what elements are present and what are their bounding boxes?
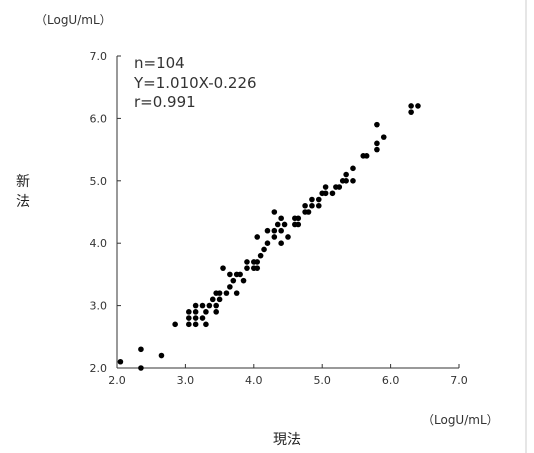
data-point xyxy=(203,321,209,328)
data-point xyxy=(278,240,284,246)
y-tick-label: 7.0 xyxy=(90,50,108,63)
data-point xyxy=(244,265,250,271)
data-point xyxy=(257,252,264,259)
data-point xyxy=(380,134,387,140)
x-tick-label: 4.0 xyxy=(245,374,263,387)
x-tick-label: 5.0 xyxy=(313,374,331,387)
annotation-n: n=104 xyxy=(134,54,185,72)
data-point xyxy=(244,259,250,265)
data-point xyxy=(138,346,144,353)
data-point xyxy=(343,178,349,184)
x-tick-label: 7.0 xyxy=(450,374,468,387)
data-point xyxy=(199,315,206,321)
y-tick-label: 5.0 xyxy=(90,175,108,188)
data-point xyxy=(278,215,284,222)
data-point xyxy=(295,221,302,228)
y-axis-title-part1: 新 xyxy=(16,174,30,190)
data-point xyxy=(216,296,223,303)
data-point xyxy=(237,271,243,278)
data-point xyxy=(322,184,329,190)
data-point xyxy=(158,352,165,359)
data-point xyxy=(254,259,261,265)
y-unit-label: （LogU/mL） xyxy=(35,13,112,27)
data-point xyxy=(216,290,223,296)
annotation-r: r=0.991 xyxy=(134,93,196,111)
data-point xyxy=(271,227,278,234)
axes-group xyxy=(116,56,459,369)
data-point xyxy=(230,277,237,284)
annotation-regression: Y=1.010X-0.226 xyxy=(133,74,257,92)
x-tick-label: 2.0 xyxy=(108,374,126,387)
data-point xyxy=(138,365,144,371)
data-point xyxy=(322,190,329,197)
data-point xyxy=(192,315,199,321)
y-axis-title-part2: 法 xyxy=(16,194,30,210)
data-point xyxy=(240,277,247,284)
data-point xyxy=(363,153,370,159)
data-point xyxy=(274,221,281,228)
y-tick-label: 3.0 xyxy=(90,300,108,313)
x-axis-title: 現法 xyxy=(273,432,301,448)
data-point xyxy=(261,246,267,253)
data-point xyxy=(264,240,271,246)
data-point xyxy=(374,121,380,128)
data-point xyxy=(203,309,209,315)
data-point xyxy=(227,284,233,290)
data-point xyxy=(209,296,216,303)
data-point xyxy=(254,265,261,271)
data-point xyxy=(309,202,315,209)
data-point xyxy=(192,321,199,328)
data-point xyxy=(227,271,233,278)
ticks-group: 2.0 3.0 4.0 5.0 6.0 7.0 2.0 3.0 4.0 5.0 6.0 7.0 xyxy=(90,50,468,387)
y-tick-label: 4.0 xyxy=(90,237,108,250)
data-point xyxy=(302,202,308,209)
data-point xyxy=(343,171,349,178)
data-point xyxy=(295,215,302,222)
y-tick-label: 6.0 xyxy=(90,112,108,125)
data-point xyxy=(285,234,291,240)
data-point xyxy=(278,227,284,234)
data-point xyxy=(408,103,414,109)
y-tick-label: 2.0 xyxy=(90,362,108,375)
data-point xyxy=(186,309,192,315)
points-group xyxy=(117,103,421,371)
x-tick-label: 6.0 xyxy=(382,374,400,387)
data-point xyxy=(192,309,199,315)
x-unit-label: （LogU/mL） xyxy=(422,413,499,427)
data-point xyxy=(223,290,230,296)
data-point xyxy=(305,209,312,215)
data-point xyxy=(199,302,206,309)
data-point xyxy=(192,302,199,309)
data-point xyxy=(271,234,278,240)
data-point xyxy=(315,202,322,209)
data-point xyxy=(336,184,343,190)
data-point xyxy=(329,190,336,197)
data-point xyxy=(220,265,226,271)
data-point xyxy=(281,221,288,228)
data-point xyxy=(408,109,414,115)
x-tick-label: 3.0 xyxy=(177,374,195,387)
data-point xyxy=(117,358,124,365)
data-point xyxy=(186,315,192,321)
data-point xyxy=(415,103,421,109)
data-point xyxy=(206,302,213,309)
data-point xyxy=(350,165,356,172)
data-point xyxy=(374,146,380,153)
data-point xyxy=(309,196,315,203)
data-point xyxy=(233,290,240,296)
data-point xyxy=(172,321,178,328)
data-point xyxy=(315,196,322,203)
data-point xyxy=(213,309,219,315)
data-point xyxy=(186,321,192,328)
data-point xyxy=(264,227,271,234)
data-point xyxy=(374,140,380,147)
data-point xyxy=(254,234,261,240)
data-point xyxy=(213,302,219,309)
data-point xyxy=(271,209,278,215)
data-point xyxy=(350,178,356,184)
